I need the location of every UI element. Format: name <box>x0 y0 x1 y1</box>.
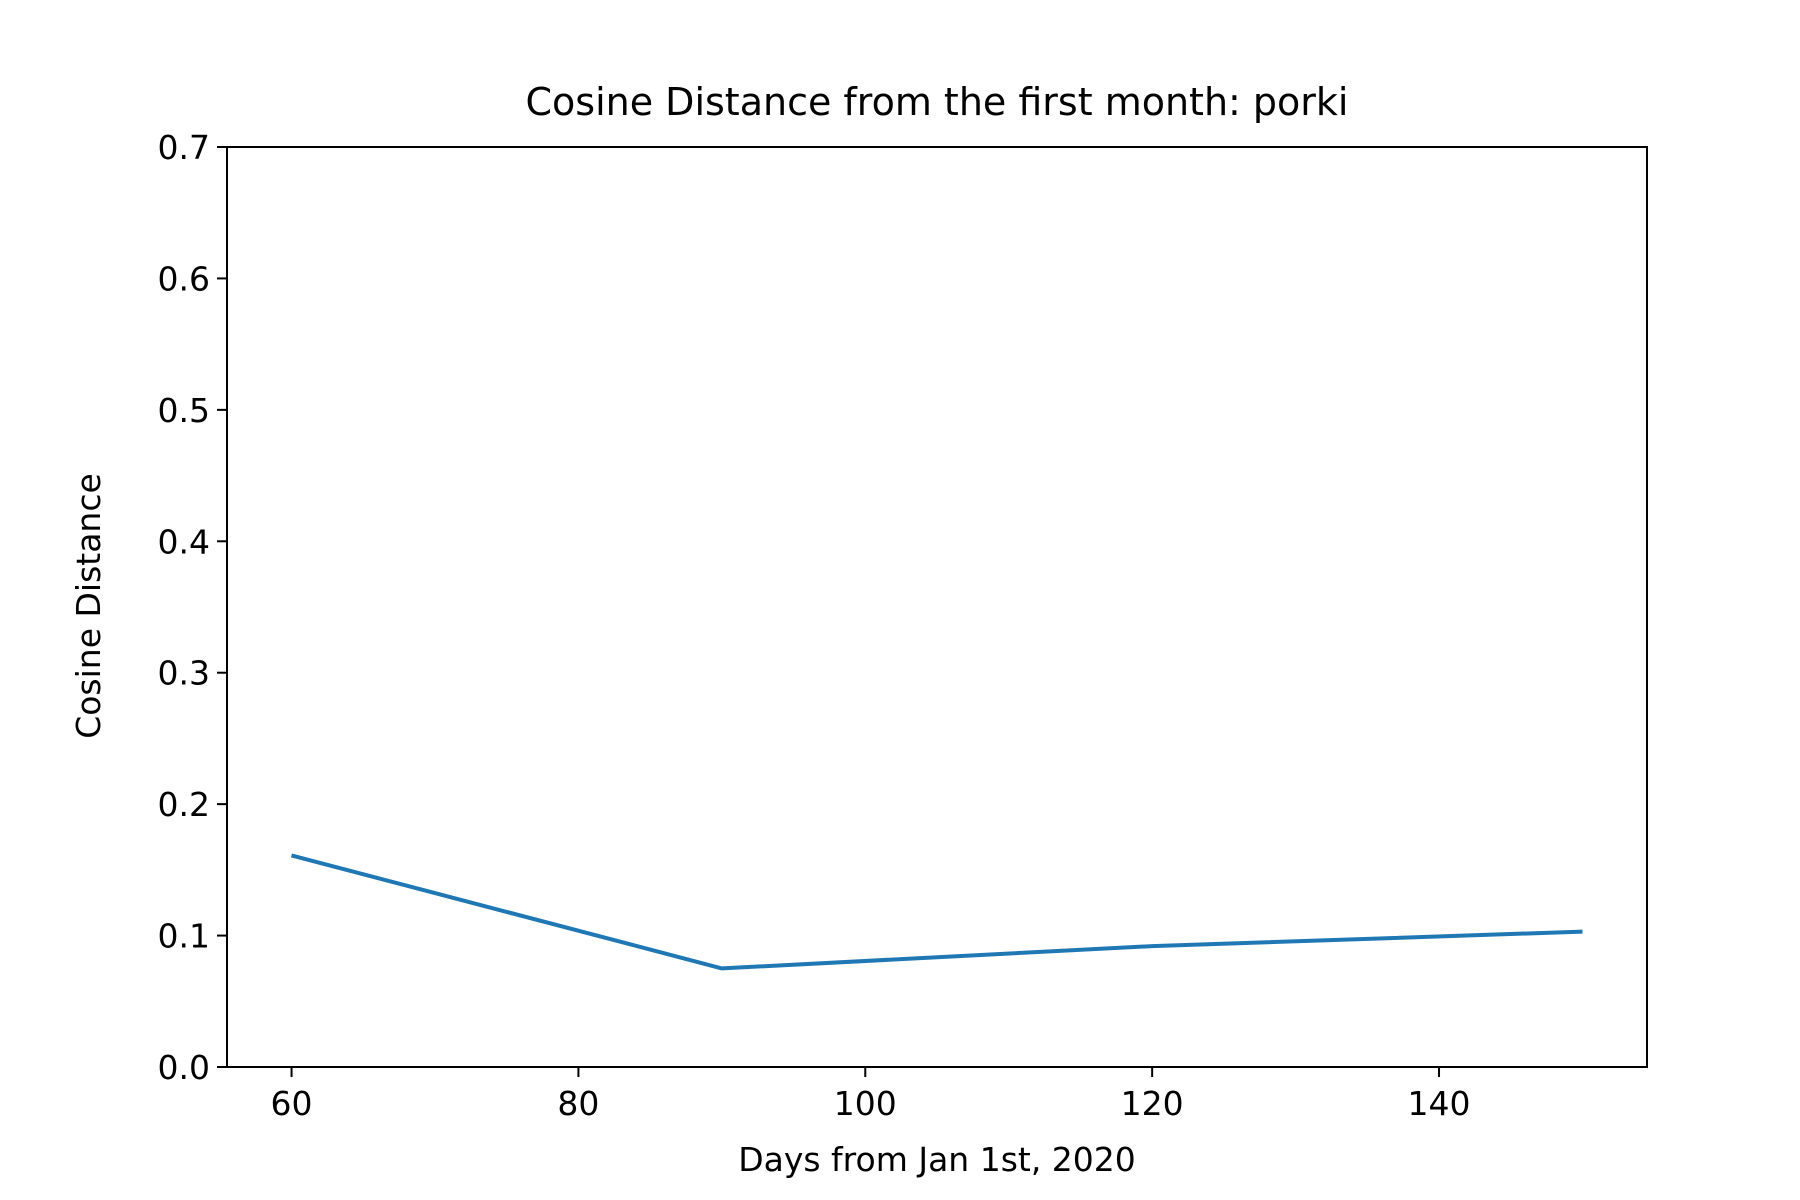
x-tick-label: 140 <box>1408 1084 1471 1123</box>
x-axis-label: Days from Jan 1st, 2020 <box>738 1140 1136 1179</box>
x-tick-label: 80 <box>557 1084 599 1123</box>
y-axis-ticks: 0.0 0.1 0.2 0.3 0.4 0.5 0.6 0.7 <box>158 128 227 1087</box>
y-tick-label: 0.7 <box>158 128 210 167</box>
y-tick-label: 0.3 <box>158 654 210 693</box>
x-tick-label: 120 <box>1121 1084 1184 1123</box>
y-tick-label: 0.1 <box>158 917 210 956</box>
x-tick-label: 60 <box>271 1084 313 1123</box>
chart-title: Cosine Distance from the first month: po… <box>526 80 1349 124</box>
y-tick-label: 0.5 <box>158 391 210 430</box>
y-axis-label: Cosine Distance <box>69 473 108 739</box>
series-layer <box>290 853 1583 971</box>
x-tick-label: 100 <box>834 1084 897 1123</box>
series-line <box>290 853 1583 971</box>
x-axis-ticks: 60 80 100 120 140 <box>271 1067 1471 1123</box>
y-tick-label: 0.6 <box>158 259 210 298</box>
plot-area-frame <box>226 146 1648 1068</box>
y-tick-label: 0.4 <box>158 522 210 561</box>
y-tick-label: 0.0 <box>158 1048 210 1087</box>
y-tick-label: 0.2 <box>158 785 210 824</box>
